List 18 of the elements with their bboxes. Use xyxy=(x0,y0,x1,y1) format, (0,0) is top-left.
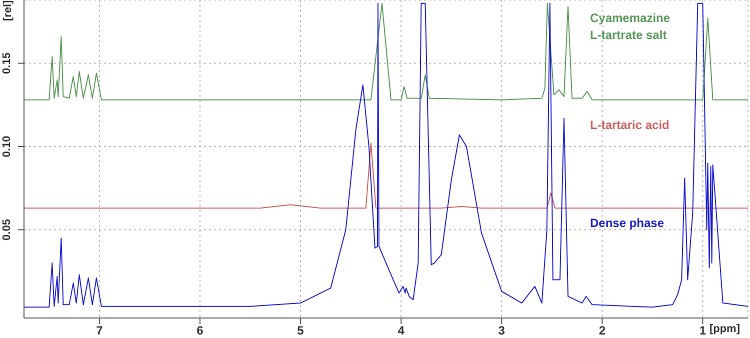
line-series xyxy=(24,142,748,209)
text: L-tartaric acid xyxy=(590,117,670,134)
y-tick-label: 0.05 xyxy=(1,219,13,240)
x-axis-title: [ppm] xyxy=(709,323,740,335)
y-tick-label: 0.10 xyxy=(1,136,13,158)
y-axis-title: [rel] xyxy=(2,0,14,21)
x-tick-label: 2 xyxy=(598,324,606,338)
x-tick-label: 1 xyxy=(699,324,706,338)
x-tick-label: 4 xyxy=(398,324,405,338)
x-tick-label: 7 xyxy=(96,324,104,338)
line-series xyxy=(24,2,748,100)
x-tick-label: 6 xyxy=(196,324,204,338)
line-series xyxy=(24,2,748,308)
x-tick-label: 3 xyxy=(498,324,506,338)
series-label: Cyamemazine L-tartrate salt xyxy=(590,10,670,44)
series-label: Dense phase xyxy=(590,215,664,232)
y-tick-label: 0.15 xyxy=(1,52,13,74)
x-tick-label: 5 xyxy=(297,324,304,338)
